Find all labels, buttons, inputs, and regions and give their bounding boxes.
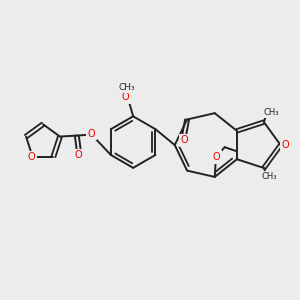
Text: CH₃: CH₃ bbox=[263, 108, 279, 117]
Text: O: O bbox=[213, 152, 220, 162]
Text: O: O bbox=[180, 135, 188, 145]
Text: O: O bbox=[122, 92, 129, 103]
Text: CH₃: CH₃ bbox=[261, 172, 277, 181]
Text: O: O bbox=[28, 152, 35, 163]
Text: O: O bbox=[75, 150, 82, 161]
Text: O: O bbox=[88, 129, 95, 139]
Text: O: O bbox=[282, 140, 289, 150]
Text: CH₃: CH₃ bbox=[119, 83, 136, 92]
